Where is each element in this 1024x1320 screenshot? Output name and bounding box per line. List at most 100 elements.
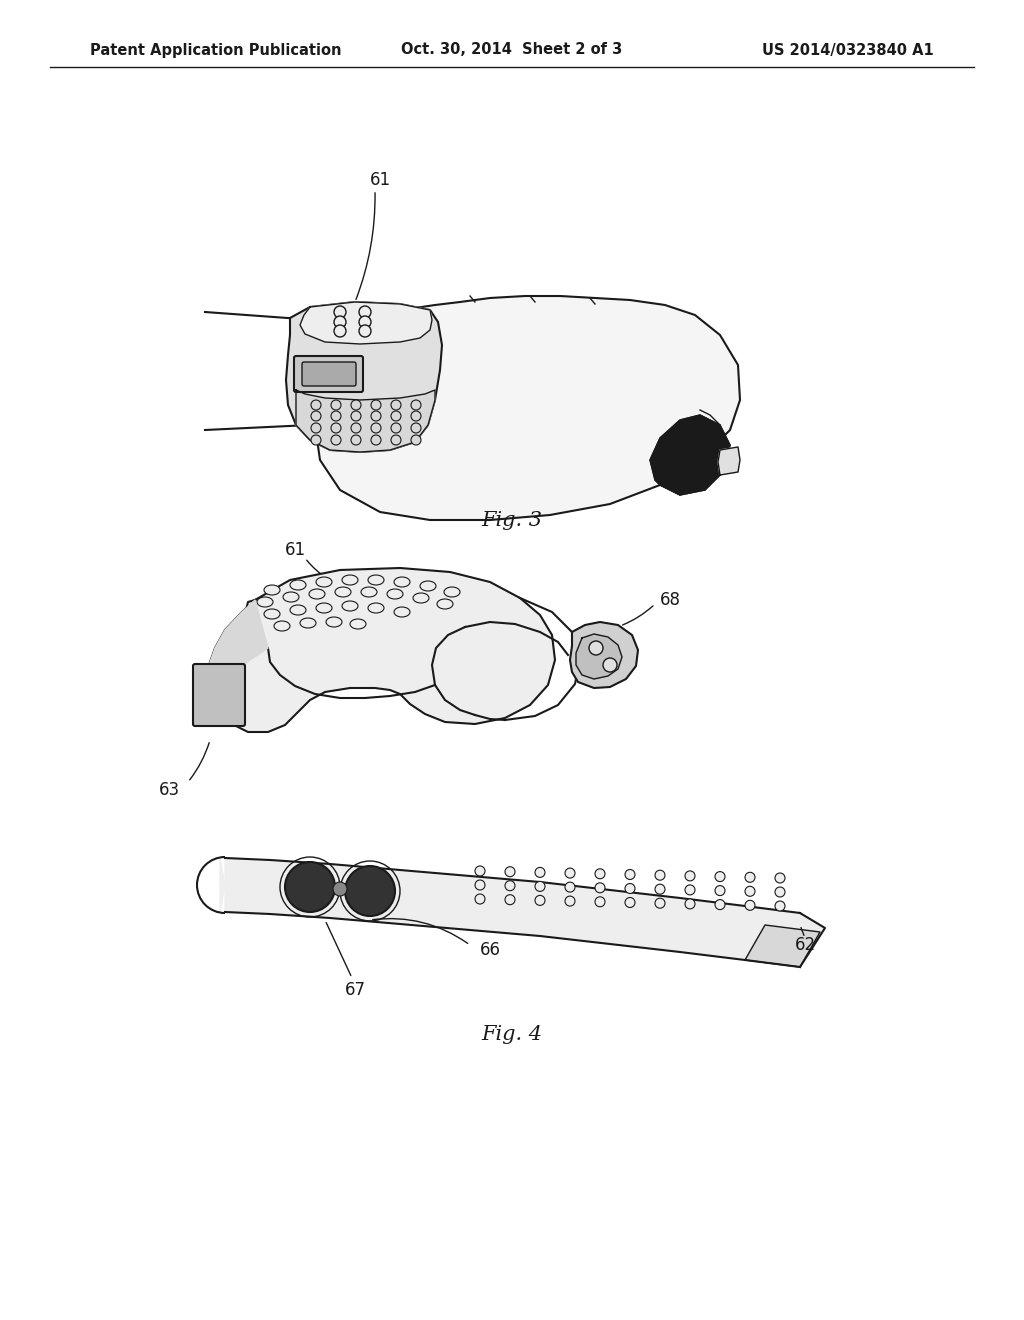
Circle shape (333, 882, 347, 896)
Ellipse shape (335, 587, 351, 597)
Circle shape (685, 871, 695, 880)
Text: 66: 66 (479, 941, 501, 960)
Polygon shape (570, 622, 638, 688)
Polygon shape (208, 601, 268, 710)
Circle shape (775, 873, 785, 883)
Ellipse shape (290, 605, 306, 615)
Ellipse shape (368, 603, 384, 612)
Circle shape (475, 866, 485, 876)
Ellipse shape (257, 597, 273, 607)
Circle shape (391, 436, 401, 445)
Polygon shape (286, 302, 442, 451)
Circle shape (411, 411, 421, 421)
Circle shape (715, 900, 725, 909)
Circle shape (595, 896, 605, 907)
Ellipse shape (316, 577, 332, 587)
Circle shape (331, 422, 341, 433)
Text: 62: 62 (795, 936, 816, 954)
Circle shape (745, 873, 755, 882)
Circle shape (411, 422, 421, 433)
Ellipse shape (394, 607, 410, 616)
Circle shape (351, 400, 361, 411)
Polygon shape (800, 913, 825, 968)
Circle shape (334, 306, 346, 318)
Circle shape (359, 306, 371, 318)
Polygon shape (315, 296, 740, 520)
Circle shape (505, 867, 515, 876)
Circle shape (391, 422, 401, 433)
Circle shape (595, 883, 605, 892)
Text: Fig. 4: Fig. 4 (481, 1026, 543, 1044)
Circle shape (371, 436, 381, 445)
Circle shape (371, 400, 381, 411)
Text: Patent Application Publication: Patent Application Publication (90, 42, 341, 58)
FancyBboxPatch shape (294, 356, 362, 392)
Text: Fig. 3: Fig. 3 (481, 511, 543, 529)
Circle shape (565, 869, 575, 878)
Circle shape (589, 642, 603, 655)
Ellipse shape (387, 589, 403, 599)
Circle shape (565, 896, 575, 906)
Ellipse shape (342, 601, 358, 611)
Circle shape (505, 880, 515, 891)
Polygon shape (575, 634, 622, 678)
Circle shape (715, 886, 725, 895)
Circle shape (285, 862, 335, 912)
Ellipse shape (300, 618, 316, 628)
Circle shape (334, 325, 346, 337)
Circle shape (775, 887, 785, 898)
Circle shape (565, 882, 575, 892)
Circle shape (371, 422, 381, 433)
Circle shape (655, 898, 665, 908)
Text: 63: 63 (159, 781, 180, 799)
Text: 61: 61 (285, 541, 305, 558)
Circle shape (334, 315, 346, 327)
Ellipse shape (283, 591, 299, 602)
Circle shape (535, 867, 545, 878)
Ellipse shape (309, 589, 325, 599)
Text: US 2014/0323840 A1: US 2014/0323840 A1 (762, 42, 934, 58)
Ellipse shape (264, 585, 280, 595)
Circle shape (625, 883, 635, 894)
Polygon shape (296, 389, 435, 451)
Text: 67: 67 (344, 981, 366, 999)
Text: Oct. 30, 2014  Sheet 2 of 3: Oct. 30, 2014 Sheet 2 of 3 (401, 42, 623, 58)
Circle shape (535, 882, 545, 891)
Circle shape (351, 436, 361, 445)
Polygon shape (225, 858, 800, 968)
Ellipse shape (437, 599, 453, 609)
Circle shape (655, 870, 665, 880)
Circle shape (391, 400, 401, 411)
Circle shape (359, 315, 371, 327)
Circle shape (775, 902, 785, 911)
Ellipse shape (274, 620, 290, 631)
Ellipse shape (316, 603, 332, 612)
Circle shape (311, 400, 321, 411)
Ellipse shape (368, 576, 384, 585)
Circle shape (745, 900, 755, 911)
Circle shape (331, 411, 341, 421)
Circle shape (331, 436, 341, 445)
Polygon shape (650, 414, 730, 495)
Circle shape (311, 411, 321, 421)
Circle shape (685, 899, 695, 909)
Ellipse shape (290, 579, 306, 590)
Ellipse shape (394, 577, 410, 587)
Circle shape (371, 411, 381, 421)
Circle shape (655, 884, 665, 894)
Circle shape (685, 884, 695, 895)
Circle shape (359, 325, 371, 337)
Circle shape (351, 411, 361, 421)
Circle shape (603, 657, 617, 672)
Polygon shape (218, 568, 555, 733)
Circle shape (411, 400, 421, 411)
Circle shape (625, 898, 635, 908)
Polygon shape (220, 858, 225, 912)
Circle shape (351, 422, 361, 433)
Circle shape (535, 895, 545, 906)
Circle shape (595, 869, 605, 879)
Circle shape (505, 895, 515, 904)
FancyBboxPatch shape (193, 664, 245, 726)
Circle shape (475, 894, 485, 904)
Polygon shape (745, 925, 820, 968)
